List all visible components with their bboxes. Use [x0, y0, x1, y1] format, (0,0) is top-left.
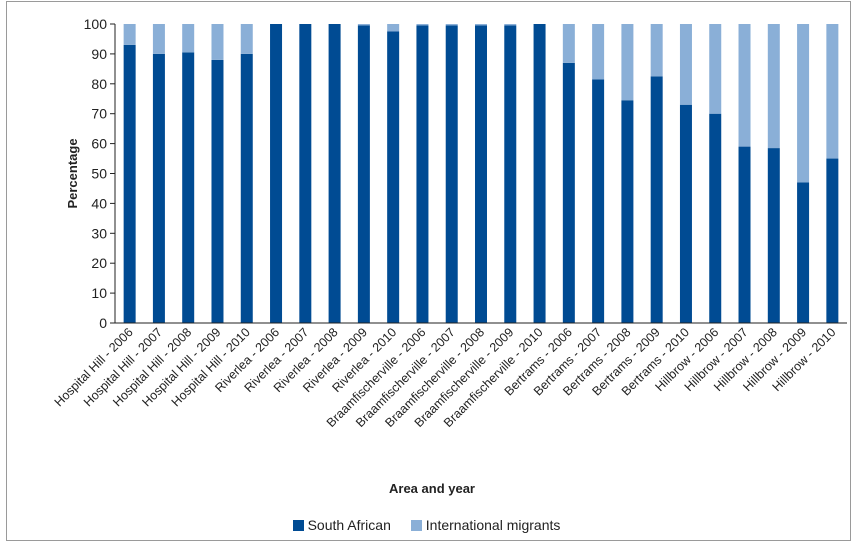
- y-tick-label: 10: [91, 285, 107, 301]
- x-axis-title: Area and year: [389, 481, 475, 496]
- bar-segment-international-migrants: [387, 24, 400, 32]
- y-axis-title: Percentage: [65, 138, 80, 208]
- bar-segment-international-migrants: [592, 24, 605, 80]
- bar-segment-international-migrants: [562, 24, 575, 63]
- bar-segment-south-african: [504, 25, 517, 324]
- legend-item-south-african: South African: [292, 517, 391, 533]
- legend-item-international-migrants: International migrants: [410, 517, 561, 533]
- y-tick-label: 70: [91, 106, 107, 122]
- bar-segment-south-african: [328, 24, 341, 323]
- bar-segment-international-migrants: [504, 24, 517, 26]
- bar-segment-south-african: [826, 158, 839, 323]
- y-tick-label: 50: [91, 166, 107, 182]
- bar-segment-south-african: [621, 100, 634, 324]
- bar-segment-south-african: [270, 24, 283, 323]
- bar-segment-south-african: [738, 146, 751, 323]
- y-tick-label: 30: [91, 225, 107, 241]
- bar-segment-international-migrants: [621, 24, 634, 101]
- bar-segment-international-migrants: [650, 24, 663, 77]
- bar-segment-international-migrants: [123, 24, 136, 45]
- y-axis: 0 10 20 30 40 50 60 70 80 90 100: [84, 16, 116, 331]
- y-tick-label: 80: [91, 76, 107, 92]
- legend-label-south-african: South African: [307, 517, 391, 533]
- bar-segment-south-african: [533, 24, 546, 323]
- bar-segment-south-african: [416, 25, 429, 324]
- bar-segment-international-migrants: [211, 24, 224, 60]
- bars: [123, 24, 839, 324]
- bar-segment-international-migrants: [357, 24, 370, 26]
- bar-segment-south-african: [650, 76, 663, 323]
- legend-swatch-south-african: [292, 519, 304, 531]
- y-tick-label: 0: [99, 315, 107, 331]
- bar-segment-international-migrants: [767, 24, 780, 149]
- bar-segment-international-migrants: [738, 24, 751, 147]
- bar-segment-south-african: [152, 53, 165, 324]
- legend-label-international-migrants: International migrants: [425, 517, 561, 533]
- legend: South African International migrants: [0, 517, 853, 534]
- bar-segment-south-african: [797, 182, 810, 323]
- bar-segment-international-migrants: [152, 24, 165, 54]
- y-tick-label: 100: [84, 16, 108, 32]
- bar-segment-south-african: [562, 62, 575, 324]
- y-tick-label: 90: [91, 46, 107, 62]
- legend-swatch-international-migrants: [410, 519, 422, 531]
- bar-segment-international-migrants: [182, 24, 195, 53]
- bar-segment-south-african: [709, 113, 722, 323]
- bar-segment-south-african: [475, 25, 487, 324]
- y-tick-label: 60: [91, 136, 107, 152]
- bar-segment-south-african: [299, 24, 312, 323]
- bar-segment-international-migrants: [240, 24, 253, 54]
- y-tick-label: 20: [91, 255, 107, 271]
- bar-segment-international-migrants: [826, 24, 839, 159]
- bar-segment-south-african: [211, 59, 224, 323]
- bar-segment-south-african: [182, 52, 195, 323]
- bar-segment-south-african: [679, 104, 692, 323]
- bar-segment-south-african: [357, 25, 370, 324]
- bar-segment-international-migrants: [416, 24, 429, 26]
- bar-segment-south-african: [445, 25, 458, 324]
- bar-segment-international-migrants: [679, 24, 692, 105]
- bar-segment-international-migrants: [709, 24, 722, 114]
- bar-segment-south-african: [240, 53, 253, 324]
- bar-segment-international-migrants: [475, 24, 487, 26]
- bar-segment-south-african: [123, 44, 136, 324]
- y-tick-label: 40: [91, 195, 107, 211]
- bar-segment-south-african: [387, 31, 400, 323]
- bar-segment-south-african: [767, 148, 780, 323]
- bar-segment-international-migrants: [797, 24, 810, 183]
- bar-segment-south-african: [592, 79, 605, 323]
- bar-segment-international-migrants: [445, 24, 458, 26]
